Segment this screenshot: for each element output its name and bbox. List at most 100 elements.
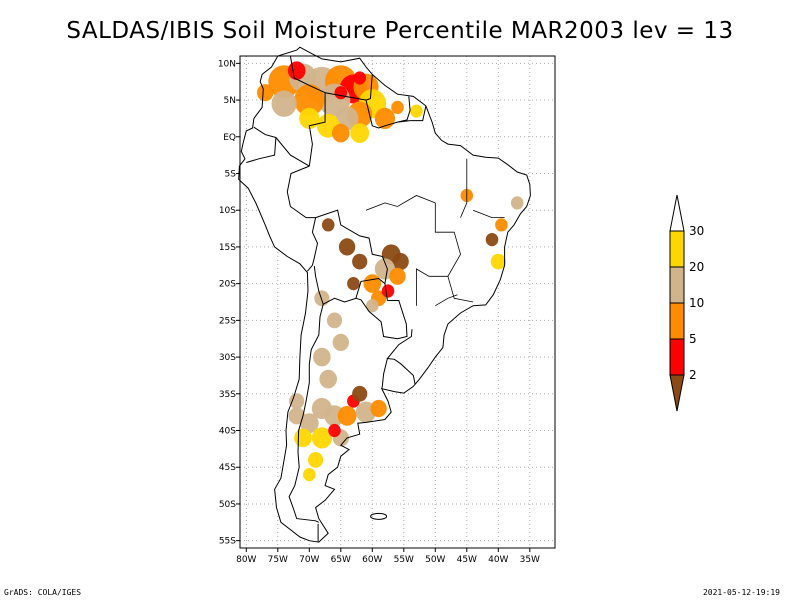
moisture-patch <box>495 218 508 232</box>
border-line <box>275 137 310 167</box>
moisture-patch <box>510 196 524 210</box>
y-tick-label: 30S <box>219 353 236 363</box>
moisture-patch <box>391 100 404 114</box>
border-line <box>410 105 427 122</box>
colorbar-label: 5 <box>689 332 697 346</box>
colorbar-label: 30 <box>689 224 704 238</box>
moisture-patch <box>289 393 305 409</box>
state-line <box>447 276 474 303</box>
moisture-patch <box>319 369 338 389</box>
y-tick-label: 50S <box>219 500 236 510</box>
y-tick-label: 5N <box>224 96 236 106</box>
moisture-patch <box>370 399 387 418</box>
moisture-patch <box>332 333 349 351</box>
border-line <box>384 283 388 301</box>
moisture-patch <box>485 233 499 247</box>
moisture-patch <box>338 238 356 256</box>
coastline <box>238 46 531 543</box>
moisture-patch <box>490 253 506 270</box>
x-tick-label: 45W <box>457 555 477 565</box>
moisture-patch <box>308 452 324 468</box>
border-line <box>288 304 324 523</box>
y-tick-label: 45S <box>219 463 236 473</box>
x-axis-ticks: 80W 75W 70W 65W 60W 55W 50W 45W 40W 35W <box>236 548 540 565</box>
y-tick-label: 20S <box>219 280 236 290</box>
moisture-patch <box>294 84 325 116</box>
x-tick-label: 65W <box>331 555 351 565</box>
colorbar-label: 10 <box>689 296 704 310</box>
moisture-patch <box>288 407 305 425</box>
moisture-patch <box>374 107 395 129</box>
state-line <box>416 202 461 306</box>
border-line <box>246 126 277 163</box>
moisture-patch <box>257 84 274 102</box>
state-line <box>365 195 436 211</box>
y-tick-label: 5S <box>225 169 237 179</box>
x-tick-label: 55W <box>394 555 414 565</box>
moisture-patch <box>299 107 320 129</box>
x-tick-label: 40W <box>488 555 508 565</box>
moisture-patch <box>326 312 343 329</box>
x-tick-label: 70W <box>299 555 319 565</box>
moisture-patch <box>366 299 379 313</box>
colorbar-segment <box>669 230 685 268</box>
moisture-patch <box>313 347 331 367</box>
footer-timestamp: 2021-05-12-19:19 <box>702 588 780 597</box>
y-tick-label: EQ <box>223 133 236 143</box>
colorbar: 30 20 10 5 2 <box>669 194 704 412</box>
y-tick-label: 25S <box>219 316 236 326</box>
country-borders <box>238 46 531 543</box>
x-tick-label: 80W <box>236 555 256 565</box>
state-line <box>460 158 468 218</box>
footer-credit: GrADS: COLA/IGES <box>4 588 82 597</box>
moisture-patch <box>303 468 316 482</box>
map-frame <box>239 55 556 549</box>
y-axis-ticks: 10N 5N EQ 5S 10S 15S 20S 25S 30S 35S 40S 45S 50S 55S <box>218 59 240 547</box>
colorbar-segment <box>669 302 685 340</box>
moisture-patch <box>410 104 423 118</box>
moisture-patch <box>328 423 341 438</box>
moisture-patch <box>294 428 312 448</box>
colorbar-label: 2 <box>689 368 697 382</box>
moisture-patch <box>337 405 357 426</box>
state-line <box>472 209 505 218</box>
border-line <box>313 209 388 305</box>
x-tick-label: 75W <box>268 555 288 565</box>
soil-moisture-field <box>238 47 531 543</box>
moisture-patch <box>271 90 297 117</box>
chart-title: SALDAS/IBIS Soil Moisture Percentile MAR… <box>66 18 734 44</box>
y-tick-label: 40S <box>219 427 236 437</box>
y-tick-label: 55S <box>219 537 236 547</box>
y-tick-label: 35S <box>219 390 236 400</box>
moisture-patch <box>392 253 409 271</box>
colorbar-label: 20 <box>689 260 704 274</box>
moisture-patch <box>381 284 395 298</box>
border-line <box>289 55 326 167</box>
y-tick-label: 10N <box>218 59 236 69</box>
x-tick-label: 35W <box>520 555 540 565</box>
y-tick-label: 15S <box>219 243 236 253</box>
border-line <box>397 96 411 123</box>
y-tick-label: 10S <box>219 206 236 216</box>
moisture-patch <box>334 86 348 100</box>
moisture-patch <box>352 253 368 270</box>
colorbar-top-triangle <box>669 194 685 232</box>
moisture-patch <box>352 385 368 402</box>
moisture-patch <box>347 277 360 291</box>
moisture-patch <box>311 427 332 449</box>
state-line <box>435 294 458 307</box>
moisture-patch <box>299 413 319 434</box>
moisture-patch <box>321 218 335 232</box>
border-line <box>381 358 388 389</box>
moisture-patch <box>332 123 350 143</box>
moisture-patch <box>314 290 330 307</box>
moisture-patch <box>363 274 382 293</box>
island-outline <box>370 512 388 520</box>
x-tick-label: 60W <box>362 555 382 565</box>
border-line <box>386 329 416 385</box>
colorbar-segment <box>669 266 685 304</box>
colorbar-bottom-triangle <box>669 374 685 412</box>
moisture-patch <box>353 71 367 85</box>
x-tick-label: 50W <box>425 555 445 565</box>
